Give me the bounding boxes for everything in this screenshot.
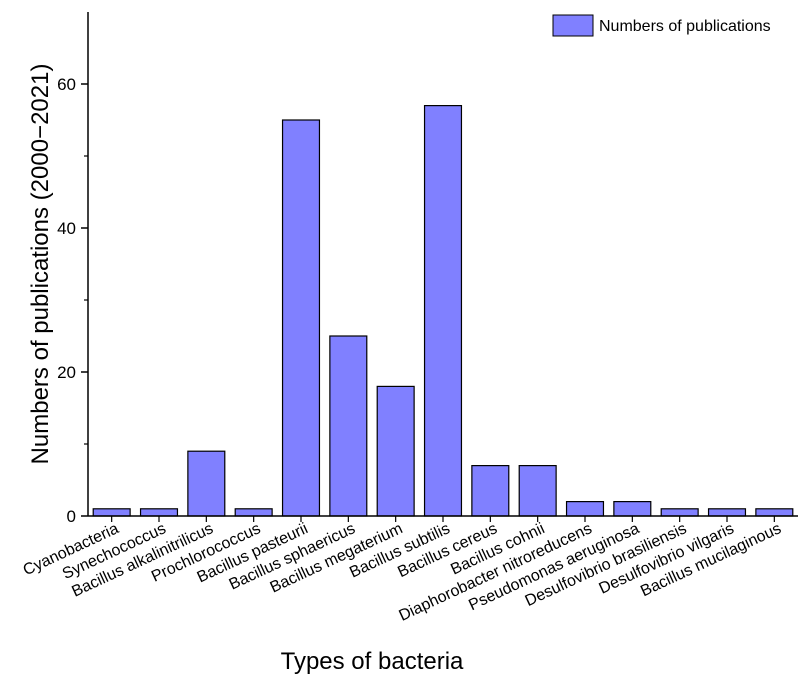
y-axis-title: Numbers of publications (2000−2021) [27, 64, 54, 465]
bar [518, 465, 557, 517]
bar [92, 508, 131, 517]
y-tick-label: 40 [57, 219, 76, 238]
bar [187, 450, 226, 517]
bar [707, 508, 747, 517]
bar [613, 501, 652, 517]
bar [660, 508, 699, 517]
x-axis-title: Types of bacteria [281, 648, 464, 675]
legend-swatch [552, 14, 594, 37]
bar [234, 508, 273, 517]
bar [471, 465, 510, 517]
bar [565, 501, 605, 517]
legend-label: Numbers of publications [599, 18, 771, 35]
bar [139, 508, 179, 517]
bar [755, 508, 794, 517]
y-tick-label: 0 [67, 507, 76, 526]
bar [423, 104, 463, 517]
bar [376, 385, 415, 517]
bar [281, 119, 321, 517]
bars-layer [92, 104, 794, 517]
legend: Numbers of publications [552, 14, 771, 37]
y-ticks: 0 20 40 60 [57, 75, 88, 526]
y-tick-label: 20 [57, 363, 76, 382]
bar [329, 335, 368, 517]
y-tick-label: 60 [57, 75, 76, 94]
